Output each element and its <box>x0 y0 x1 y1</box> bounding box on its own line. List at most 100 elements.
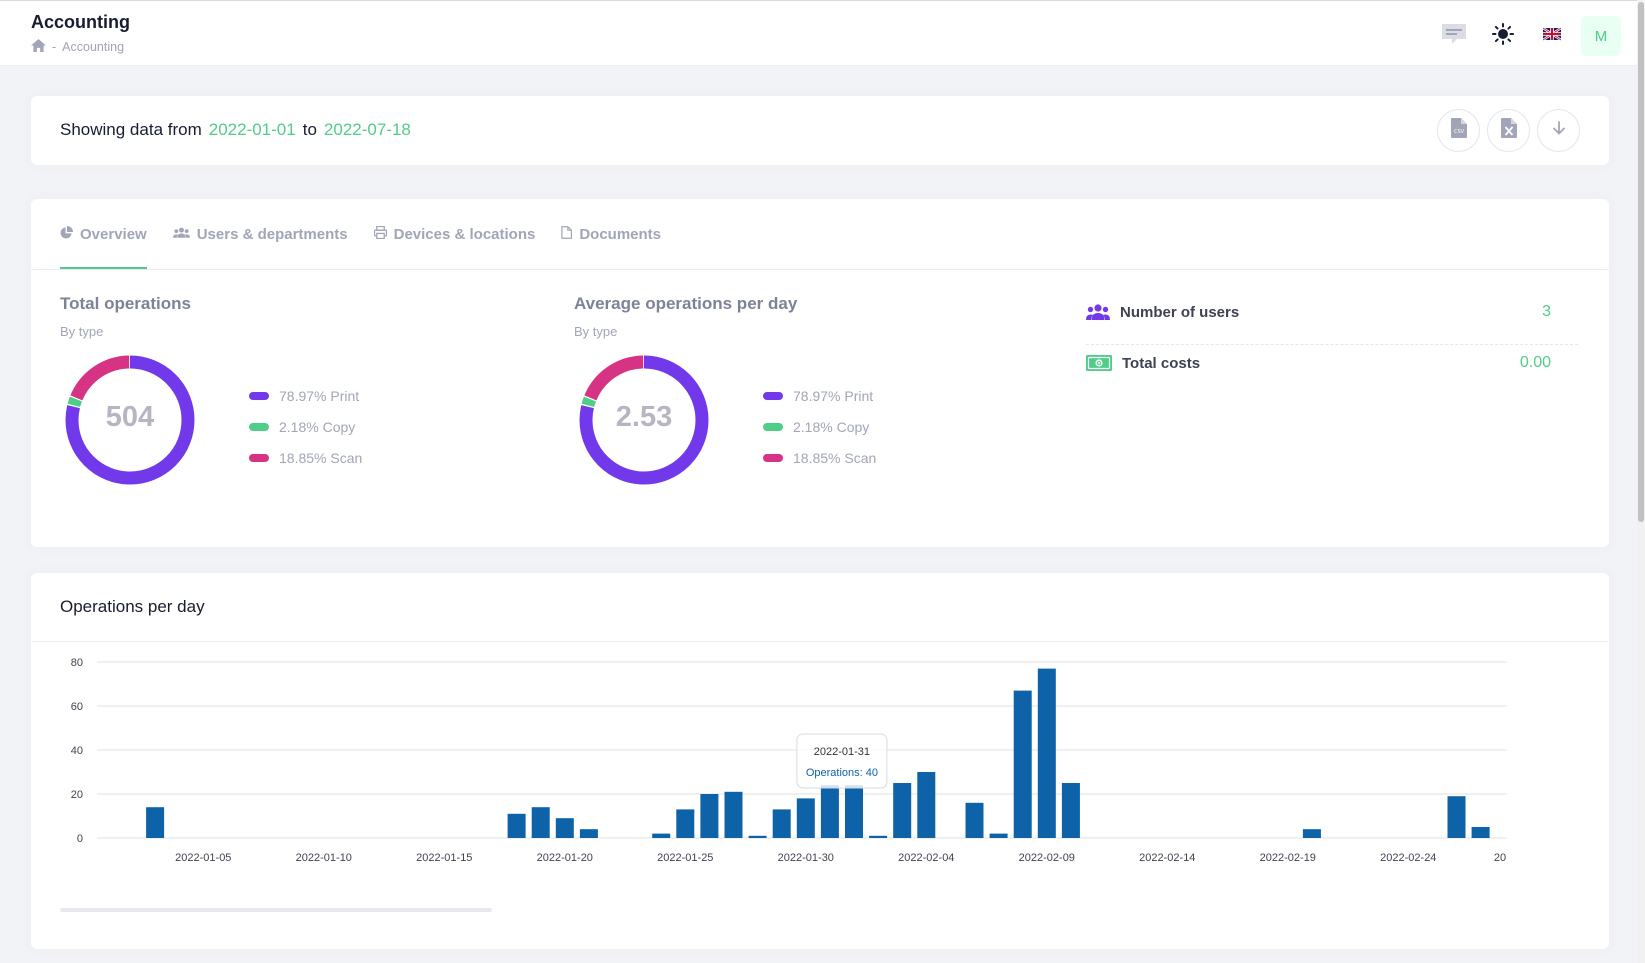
chart-scrollbar[interactable] <box>60 908 492 912</box>
chart-header-divider <box>31 641 1609 642</box>
tooltip-box <box>796 733 888 789</box>
total-costs-row: 0 Total costs 0.00 <box>1086 354 1578 372</box>
legend-label: 18.85% Scan <box>793 449 877 466</box>
bar-2022-02-26[interactable] <box>1447 796 1466 838</box>
bar-2022-01-20[interactable] <box>555 818 574 838</box>
svg-text:CSV: CSV <box>1453 129 1464 135</box>
tab-users-departments[interactable]: Users & departments <box>172 199 348 269</box>
scrollbar-thumb[interactable] <box>1638 2 1644 522</box>
bar-2022-02-01[interactable] <box>845 785 863 838</box>
legend-item-copy: 2.18% Copy <box>249 411 362 442</box>
sun-icon <box>1492 22 1514 50</box>
bar-2022-01-03[interactable] <box>146 807 165 838</box>
average-donut-segments <box>579 355 709 485</box>
export-buttons: CSV <box>1437 109 1580 152</box>
x-tick-label: 2022-01-20 <box>537 852 593 864</box>
y-axis-ticks: 0 20 40 60 80 <box>71 657 83 845</box>
bar-2022-01-31[interactable] <box>820 785 839 838</box>
users-icon <box>172 226 190 243</box>
bar-2022-02-27[interactable] <box>1471 827 1490 838</box>
bar-2022-02-20[interactable] <box>1302 829 1321 838</box>
legend-item-scan: 18.85% Scan <box>249 442 362 473</box>
language-button[interactable] <box>1532 16 1572 56</box>
legend-item-print: 78.97% Print <box>249 380 362 411</box>
bar-2022-01-27[interactable] <box>724 791 743 838</box>
average-operations-subtitle: By type <box>574 324 618 339</box>
average-operations-value: 2.53 <box>615 401 673 433</box>
printer-icon <box>373 225 387 243</box>
operations-per-day-chart[interactable]: 0 20 40 60 80 2022-01-05 2022-01-10 2022-01-15… <box>31 641 1609 949</box>
bar-2022-02-10[interactable] <box>1061 783 1080 838</box>
legend-label: 2.18% Copy <box>793 418 870 435</box>
y-tick-label: 60 <box>71 701 83 713</box>
bar-2022-02-06[interactable] <box>965 802 984 838</box>
bar-2022-01-29[interactable] <box>772 809 791 838</box>
bar-2022-01-30[interactable] <box>796 798 815 838</box>
x-tick-label: 2022-01-05 <box>175 852 231 864</box>
csv-file-icon: CSV <box>1450 118 1467 143</box>
tab-devices-locations[interactable]: Devices & locations <box>373 199 535 269</box>
uk-flag-icon <box>1542 26 1562 46</box>
bar-2022-02-08[interactable] <box>1013 690 1032 838</box>
user-avatar[interactable]: M <box>1581 16 1621 56</box>
x-axis-ticks: 2022-01-05 2022-01-10 2022-01-15 2022-01-20… <box>175 852 1506 864</box>
export-csv-button[interactable]: CSV <box>1437 109 1480 152</box>
total-donut-segments <box>65 355 195 485</box>
bar-2022-01-25[interactable] <box>676 809 695 838</box>
legend-label: 78.97% Print <box>793 387 874 404</box>
chart-tooltip: 2022-01-31 Operations: 40 <box>796 733 888 789</box>
arrow-down-icon <box>1552 121 1566 140</box>
theme-toggle-button[interactable] <box>1483 16 1523 56</box>
bar-2022-01-24[interactable] <box>652 833 671 838</box>
operations-chart-card: Operations per day 0 20 40 60 80 2022-01-05 2… <box>31 573 1609 949</box>
chart-title: Operations per day <box>60 597 205 616</box>
legend-dot-print <box>763 391 783 400</box>
tooltip-date: 2022-01-31 <box>814 746 870 758</box>
bar-2022-01-26[interactable] <box>700 794 719 838</box>
export-excel-button[interactable] <box>1487 109 1530 152</box>
download-button[interactable] <box>1537 109 1580 152</box>
page-scrollbar[interactable] <box>1637 0 1645 963</box>
home-icon[interactable] <box>31 39 46 55</box>
tab-overview[interactable]: Overview <box>60 199 147 269</box>
donut-segment-print[interactable] <box>579 355 709 485</box>
messages-button[interactable] <box>1434 16 1474 56</box>
bar-2022-02-03[interactable] <box>893 783 912 838</box>
info-divider <box>1086 344 1578 345</box>
average-operations-donut[interactable] <box>574 350 714 490</box>
legend-dot-copy <box>763 422 783 431</box>
legend-label: 18.85% Scan <box>279 449 363 466</box>
bar-2022-02-02[interactable] <box>869 835 888 838</box>
tab-documents[interactable]: Documents <box>561 199 661 269</box>
total-operations-subtitle: By type <box>60 324 104 339</box>
date-range-middle: to <box>302 120 317 139</box>
x-tick-label: 2022-02-04 <box>898 852 954 864</box>
bar-2022-02-09[interactable] <box>1037 668 1056 838</box>
bar-2022-01-28[interactable] <box>748 835 767 838</box>
bar-2022-02-07[interactable] <box>989 833 1008 838</box>
total-operations-legend: 78.97% Print 2.18% Copy 18.85% Scan <box>249 380 362 473</box>
tabs-card: Overview Users & departments Devices & l… <box>31 199 1609 269</box>
x-tick-label: 2022-02-19 <box>1260 852 1316 864</box>
total-operations-value: 504 <box>105 401 155 433</box>
bar-2022-01-18[interactable] <box>507 813 526 838</box>
breadcrumb: - Accounting <box>31 39 124 55</box>
date-from[interactable]: 2022-01-01 <box>208 120 296 139</box>
total-operations-donut[interactable] <box>60 350 200 490</box>
date-range-card: Showing data from 2022-01-01 to 2022-07-… <box>31 96 1609 165</box>
legend-item-print: 78.97% Print <box>763 380 876 411</box>
donut-segment-print[interactable] <box>65 355 195 485</box>
bar-2022-02-04[interactable] <box>917 772 936 838</box>
total-costs-label: Total costs <box>1122 354 1201 372</box>
legend-dot-scan <box>763 453 783 462</box>
y-tick-label: 40 <box>71 745 83 757</box>
bar-2022-01-19[interactable] <box>531 807 550 838</box>
bar-2022-01-21[interactable] <box>579 829 598 838</box>
breadcrumb-current: Accounting <box>62 40 125 54</box>
topbar-actions: M <box>1425 16 1621 56</box>
x-tick-label: 2022-02-24 <box>1380 852 1436 864</box>
date-to[interactable]: 2022-07-18 <box>323 120 411 139</box>
tab-users-label: Users & departments <box>196 225 348 243</box>
legend-label: 78.97% Print <box>279 387 360 404</box>
tab-documents-label: Documents <box>579 225 662 243</box>
